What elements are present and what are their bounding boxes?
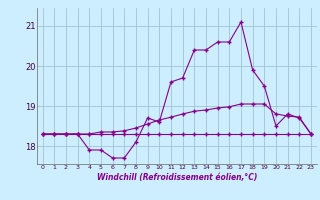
X-axis label: Windchill (Refroidissement éolien,°C): Windchill (Refroidissement éolien,°C) bbox=[97, 173, 257, 182]
